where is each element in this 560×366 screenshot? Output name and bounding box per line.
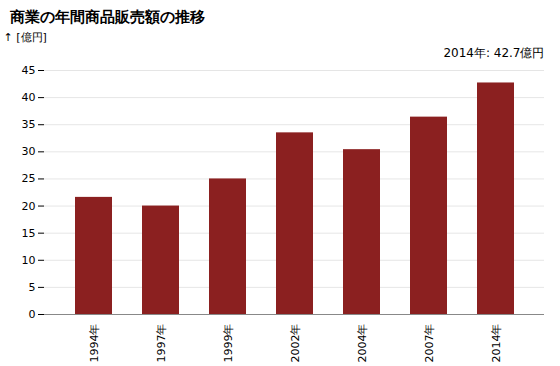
svg-text:2004年: 2004年	[356, 324, 369, 363]
svg-text:↑ [億円]: ↑ [億円]	[4, 31, 47, 44]
svg-text:15: 15	[22, 227, 36, 240]
svg-text:5: 5	[29, 281, 36, 294]
svg-text:1994年: 1994年	[88, 324, 101, 363]
svg-text:1999年: 1999年	[222, 324, 235, 363]
svg-text:0: 0	[29, 308, 36, 321]
svg-text:45: 45	[22, 64, 36, 77]
svg-text:40: 40	[22, 91, 36, 104]
svg-text:2014年: 2014年	[490, 324, 503, 363]
svg-text:30: 30	[22, 145, 36, 158]
svg-text:2002年: 2002年	[289, 324, 302, 363]
svg-text:35: 35	[22, 118, 36, 131]
html-text:商業の年間商品販売額の推移: 商業の年間商品販売額の推移	[10, 8, 205, 26]
svg-text:2007年: 2007年	[423, 324, 436, 363]
svg-text:20: 20	[22, 200, 36, 213]
svg-text:1997年: 1997年	[155, 324, 168, 363]
svg-text:2014年: 42.7億円: 2014年: 42.7億円	[443, 46, 544, 60]
svg-text:25: 25	[22, 172, 36, 185]
svg-text:10: 10	[22, 254, 36, 267]
